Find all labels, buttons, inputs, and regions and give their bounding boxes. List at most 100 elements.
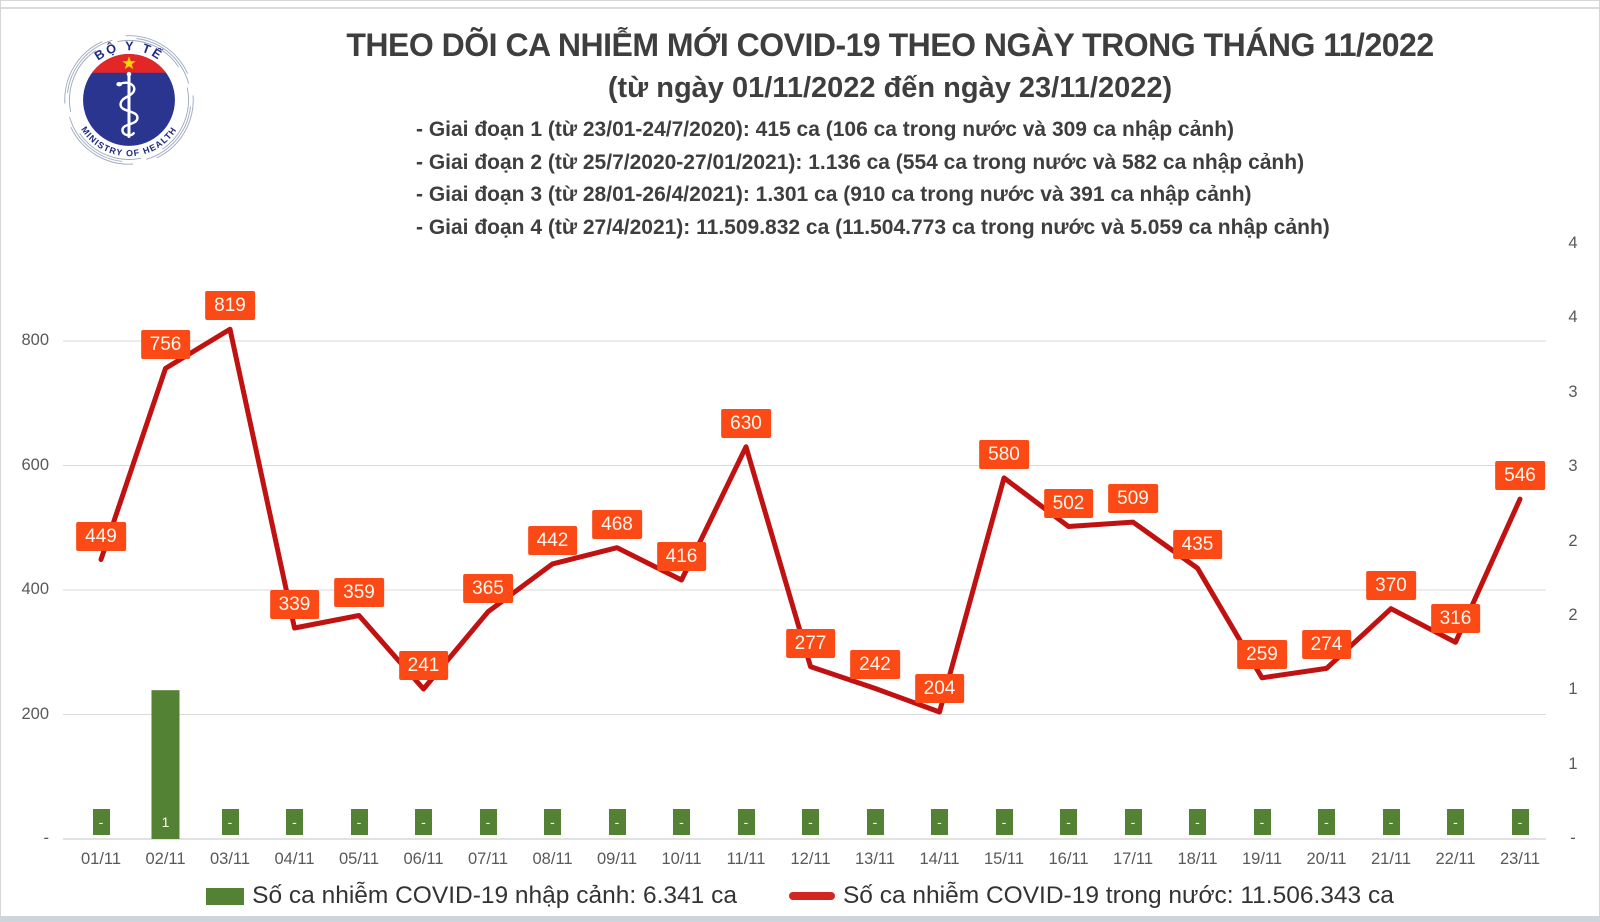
data-label: 316 [1430, 604, 1481, 634]
right-axis-label: 2 [1568, 531, 1578, 550]
bar-label: - [737, 809, 755, 835]
top-edge-line [1, 7, 1599, 9]
x-axis-label: 03/11 [209, 850, 251, 868]
data-label: 502 [1043, 488, 1094, 518]
legend-item-domestic: Số ca nhiễm COVID-19 trong nước: 11.506.… [788, 882, 1394, 910]
x-axis-label: 17/11 [1112, 850, 1154, 868]
x-axis-label: 05/11 [338, 850, 380, 868]
x-axis-label: 08/11 [532, 850, 573, 868]
x-axis-label: 16/11 [1048, 850, 1089, 868]
right-axis-label: 1 [1568, 680, 1578, 699]
data-label: 259 [1237, 639, 1287, 669]
right-axis-label: 1 [1568, 754, 1578, 773]
page-title: THEO DÕI CA NHIỄM MỚI COVID-19 THEO NGÀY… [346, 27, 1434, 63]
bar-label: - [1124, 809, 1142, 835]
x-axis-label: 06/11 [403, 850, 444, 868]
x-axis-label: 23/11 [1499, 850, 1541, 868]
x-axis-label: 22/11 [1435, 850, 1476, 868]
domestic-cases-line [98, 326, 1523, 715]
data-label: 580 [979, 439, 1029, 469]
chart-legend: Số ca nhiễm COVID-19 nhập cảnh: 6.341 ca… [1, 882, 1599, 910]
x-axis-label: 20/11 [1306, 850, 1347, 868]
data-label: 274 [1301, 630, 1352, 660]
data-label: 370 [1366, 570, 1416, 600]
bar-label: - [544, 809, 561, 835]
left-axis-label: - [43, 829, 50, 847]
data-label: 204 [914, 674, 965, 703]
right-axis-label: - [1570, 829, 1576, 847]
x-axis-label: 09/11 [596, 850, 638, 868]
asclepius-staff-icon [116, 71, 139, 138]
data-label: 509 [1108, 484, 1158, 514]
x-axis-label: 15/11 [983, 850, 1025, 868]
bar-label: - [673, 809, 690, 835]
bar-label: - [995, 809, 1013, 835]
bar-label: - [608, 809, 626, 835]
bar-label: - [92, 809, 110, 835]
data-label: 442 [527, 525, 578, 555]
data-label: 277 [785, 628, 836, 658]
data-label: 819 [205, 291, 255, 321]
bar-label: - [931, 809, 948, 835]
left-axis-label: 400 [21, 580, 49, 598]
logo-ornament-rings [64, 35, 194, 165]
bar-label: 1 [157, 809, 174, 835]
x-axis-label: 19/11 [1241, 850, 1283, 868]
x-axis-label: 13/11 [854, 850, 896, 868]
right-axis-label: 4 [1568, 308, 1578, 327]
x-axis-label: 12/11 [790, 850, 831, 868]
imported-cases-swatch-icon [206, 887, 245, 905]
data-label: 365 [463, 573, 513, 603]
data-label: 630 [721, 408, 771, 438]
legend-imported-label: Số ca nhiễm COVID-19 nhập cảnh: 6.341 ca [252, 882, 737, 909]
phase-note-2: - Giai đoạn 2 (từ 25/7/2020-27/01/2021):… [416, 150, 1305, 174]
bottom-edge-band [1, 916, 1599, 921]
phase-note-1: - Giai đoạn 1 (từ 23/01-24/7/2020): 415 … [416, 118, 1235, 141]
bar-label: - [479, 809, 497, 835]
right-axis-label: 3 [1568, 382, 1578, 401]
bar-label: - [1060, 809, 1077, 835]
right-axis-label: 2 [1568, 605, 1578, 624]
page-subtitle: (từ ngày 01/11/2022 đến ngày 23/11/2022) [607, 72, 1173, 104]
x-axis-label: 11/11 [726, 850, 766, 868]
domestic-cases-line-icon [788, 892, 835, 900]
x-axis-label: 01/11 [80, 850, 122, 868]
bar-label: - [802, 809, 819, 835]
bar-label: - [1189, 809, 1206, 835]
data-label: 416 [656, 542, 707, 571]
bar-label: - [415, 809, 432, 835]
bar-label: - [1253, 809, 1271, 835]
left-axis-label: 800 [21, 331, 49, 349]
data-label: 242 [850, 650, 900, 680]
ministry-of-health-logo: BỘ Y TẾ MINISTRY OF HEALTH [64, 35, 194, 165]
bar-label: - [1511, 809, 1529, 835]
data-label: 546 [1495, 461, 1545, 491]
x-axis-label: 18/11 [1177, 850, 1218, 868]
x-axis-label: 07/11 [467, 850, 509, 868]
bar-label: - [350, 809, 368, 835]
left-axis-label: 200 [21, 704, 49, 723]
bar-label: - [286, 809, 303, 835]
data-label: 435 [1172, 530, 1223, 560]
x-axis-label: 10/11 [661, 850, 702, 868]
bar-label: - [1447, 809, 1464, 835]
right-axis-label: 3 [1568, 457, 1578, 476]
left-axis-label: 600 [21, 455, 49, 474]
data-label: 756 [140, 330, 191, 360]
bar-label: - [221, 809, 239, 835]
x-axis-label: 21/11 [1370, 850, 1412, 868]
data-label: 339 [269, 590, 320, 619]
data-label: 241 [398, 651, 449, 680]
x-axis-label: 14/11 [919, 850, 960, 868]
data-label: 359 [334, 577, 384, 607]
phase-notes: - Giai đoạn 1 (từ 23/01-24/7/2020): 415 … [416, 114, 1330, 244]
phase-note-4: - Giai đoạn 4 (từ 27/4/2021): 11.509.832… [416, 215, 1330, 239]
x-axis-label: 02/11 [145, 850, 186, 868]
legend-item-imported: Số ca nhiễm COVID-19 nhập cảnh: 6.341 ca [206, 882, 737, 910]
legend-domestic-label: Số ca nhiễm COVID-19 trong nước: 11.506.… [842, 882, 1394, 909]
bar-label: - [1318, 809, 1335, 835]
bar-label: - [866, 809, 884, 835]
